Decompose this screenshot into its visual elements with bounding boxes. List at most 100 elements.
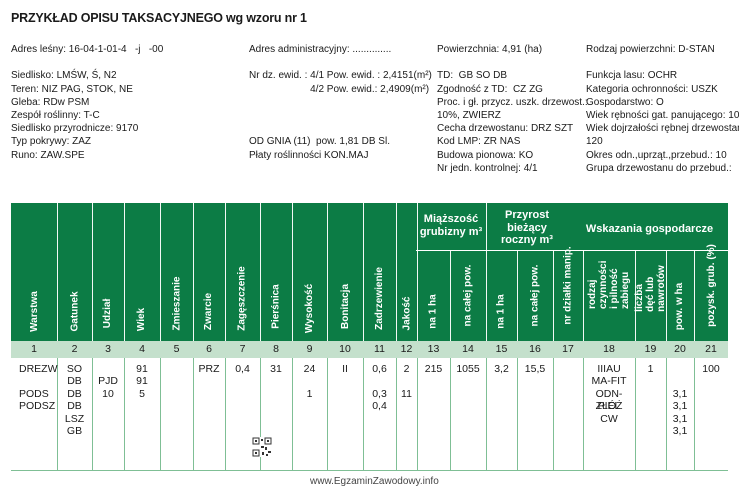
column-header-label: na całej pow. (529, 264, 541, 327)
header-group-divider (416, 250, 728, 251)
column-header-label: na 1 ha (496, 294, 507, 329)
cell-line: DREZW (19, 363, 58, 375)
info-line (437, 56, 588, 69)
cell-line (666, 363, 694, 375)
info-line: Kategoria ochronności: USZK (586, 83, 718, 95)
cell-line: 10 (102, 387, 114, 400)
cell-line: DB (67, 400, 82, 413)
cell-line: ODN-ZŁÓŻ (595, 387, 623, 413)
cell-line: MA-FIT (591, 375, 627, 388)
cell-line: 3,2 (494, 363, 509, 375)
column-header: Pierśnica (260, 217, 292, 335)
column-header: liczba dęć lub nawrotów (634, 255, 667, 335)
column-number: 6 (206, 343, 212, 355)
table-cell: 215 (417, 363, 450, 375)
body-column-divider (517, 358, 518, 470)
header-column-divider (486, 203, 487, 341)
column-header: na całej pow. (450, 255, 486, 335)
table-cell: 0,6 0,3 0,4 (363, 363, 396, 413)
column-number: 8 (273, 343, 279, 355)
cell-line: II (342, 363, 348, 375)
cell-line: PJD (98, 375, 118, 388)
column-header-label: Wiek (136, 307, 148, 331)
info-column-1: Adres leśny: 16-04-1-01-4 -j -00 Siedlisk… (11, 43, 163, 162)
body-column-divider (292, 358, 293, 470)
header-column-divider (327, 203, 328, 341)
body-column-divider (193, 358, 194, 470)
column-header: Bonitacja (327, 217, 363, 335)
column-header-label: nr działki manip. (562, 246, 574, 325)
table-cell: 100 (694, 363, 728, 375)
column-header: Warstwa (11, 217, 57, 335)
column-header: pozysk. grub. (%) (694, 244, 728, 335)
column-header: nr działki manip. (553, 246, 583, 335)
watermark: www.EgzaminZawodowy.info (310, 476, 439, 487)
info-column-2: Adres administracyjny: .............. Nr … (249, 43, 432, 162)
cell-line: 0,6 (372, 363, 387, 375)
info-line: Płaty roślinności KON.MAJ (249, 149, 369, 161)
qr-code-icon (252, 437, 272, 457)
body-column-divider (583, 358, 584, 470)
column-header-label: Zwarcie (203, 292, 215, 330)
cell-line: CW (600, 412, 618, 425)
cell-line: LSZ (64, 412, 85, 425)
cell-line: 3,1 (672, 387, 688, 400)
info-line: Okres odn.,uprząt.,przebud.: 10 (586, 149, 727, 161)
header-column-divider (517, 250, 518, 341)
body-column-divider (124, 358, 125, 470)
info-line: TD: GB SO DB (437, 70, 508, 82)
group-wskazania: Wskazania gospodarcze (585, 223, 714, 235)
body-column-divider (635, 358, 636, 470)
table-cell: PJD 10 (92, 363, 124, 400)
info-line (586, 56, 739, 69)
cell-line: 100 (702, 363, 720, 375)
table-cell: 91 91 5 (124, 363, 160, 400)
info-line: Runo: ZAW.SPE (11, 149, 85, 161)
header-column-divider (363, 203, 364, 341)
info-line: Cecha drzewostanu: DRZ SZT (437, 123, 574, 135)
header-column-divider (553, 250, 554, 341)
cell-line (363, 375, 396, 387)
body-column-divider (666, 358, 667, 470)
column-number: 9 (306, 343, 313, 355)
table-cell: 24 1 (292, 363, 327, 400)
table-cell: 31 (260, 363, 292, 375)
column-header-label: Udział (102, 299, 114, 329)
cell-line: PODS (19, 387, 49, 400)
column-number: 5 (173, 343, 180, 355)
column-header: Zagęszczenie (225, 217, 260, 335)
column-number: 19 (644, 343, 657, 355)
column-header: na 1 ha (486, 255, 517, 335)
cell-line (92, 363, 124, 375)
body-column-divider (396, 358, 397, 470)
column-number: 20 (674, 343, 686, 355)
info-line (249, 122, 432, 135)
header-column-divider (160, 203, 161, 341)
column-header: Zmieszanie (160, 217, 193, 335)
cell-line: 3,1 (672, 400, 688, 413)
column-number: 16 (529, 343, 541, 355)
column-number: 2 (71, 343, 78, 355)
cell-line: 0,4 (372, 400, 387, 413)
header-column-divider (396, 203, 397, 341)
table-cell: 1055 (450, 363, 486, 375)
column-header-label: Zadrzewienie (374, 266, 385, 330)
header-column-divider (417, 203, 418, 341)
cell-line: 24 (303, 363, 316, 375)
table-cell: SO DB DB DB LSZ GB (57, 363, 92, 437)
column-header: Jakość (396, 217, 417, 335)
column-header: pow. w ha (666, 255, 694, 335)
table-cell: PRZ (193, 363, 225, 375)
header-column-divider (292, 203, 293, 341)
info-line: Adres leśny: 16-04-1-01-4 -j -00 (11, 44, 164, 55)
table-cell: 3,2 (486, 363, 517, 375)
header-column-divider (635, 250, 636, 341)
body-column-divider (225, 358, 226, 470)
cell-line: 5 (139, 387, 145, 400)
column-header-label: Zmieszanie (171, 276, 183, 331)
column-header-label: pow. w ha (674, 282, 686, 330)
info-column-3: Powierzchnia: 4,91 (ha) TD: GB SO DB Zgodn… (437, 43, 588, 175)
body-column-divider (260, 358, 261, 470)
info-line: Typ pokrywy: ZAZ (11, 136, 92, 148)
column-header: na całej pow. (517, 255, 553, 335)
